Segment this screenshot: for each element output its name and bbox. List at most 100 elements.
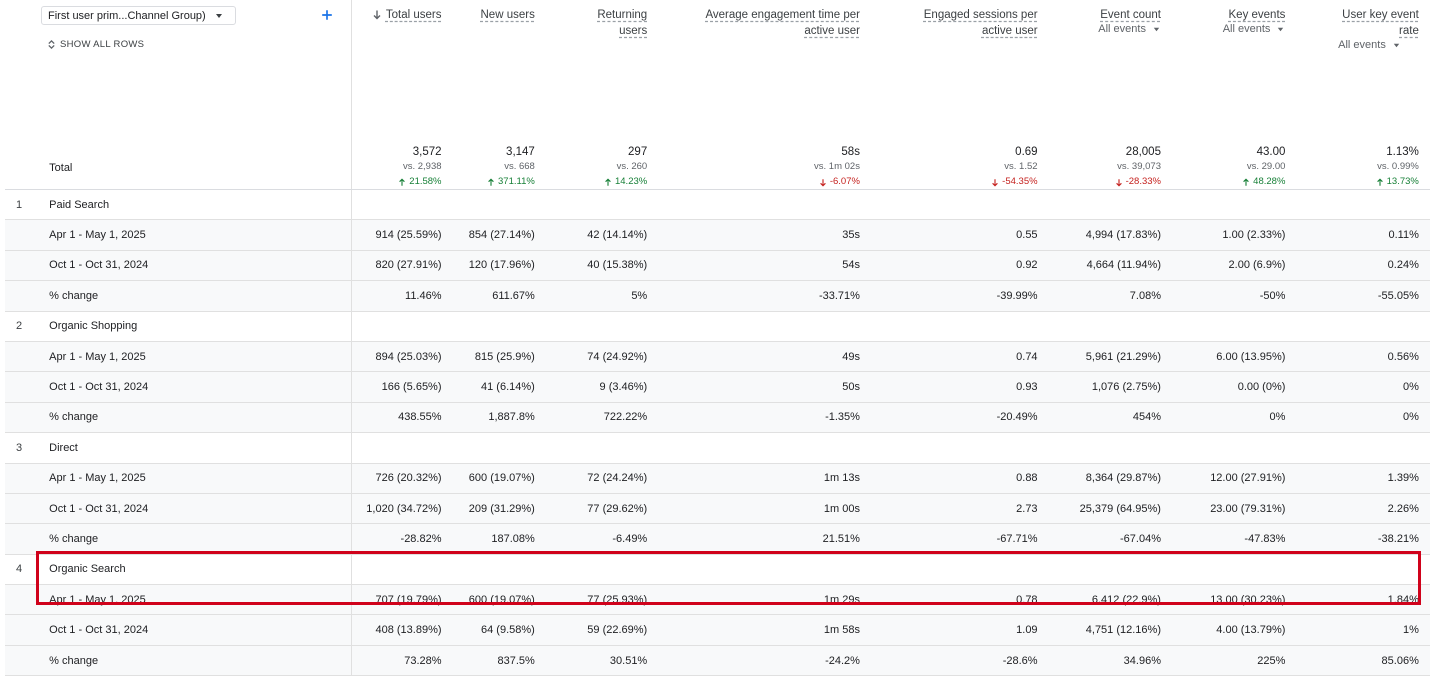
show-all-rows[interactable]: SHOW ALL ROWS: [47, 39, 144, 50]
total-label-cell: Total: [45, 70, 352, 190]
metric-cell: 13.00 (30.23%): [1160, 584, 1286, 616]
metric-cell: 0.88: [859, 463, 1038, 494]
total-row: Total 3,572 vs. 2,938 21.58% 3,147 vs. 668 371…: [5, 70, 1430, 190]
metric-cell: 815 (25.9%): [441, 341, 535, 373]
arrow-down-icon: [1115, 178, 1122, 186]
metric-cell: 0.93: [859, 371, 1038, 403]
column-header[interactable]: Average engagement time per active user: [647, 0, 860, 70]
empty-cell: [1160, 554, 1286, 586]
row-label: % change: [45, 645, 352, 676]
metric-cell: -67.71%: [859, 523, 1038, 555]
metric-cell: 77 (25.93%): [534, 584, 648, 616]
metric-cell: 74 (24.92%): [534, 341, 648, 373]
index-cell: [5, 523, 46, 555]
column-title-wrap: New users: [442, 0, 535, 23]
metric-cell: 600 (19.07%): [441, 463, 535, 494]
row-label: Oct 1 - Oct 31, 2024: [45, 614, 352, 646]
total-value: 3,572: [412, 146, 442, 158]
row-label: Apr 1 - May 1, 2025: [45, 584, 352, 616]
metric-cell: 1m 58s: [647, 614, 860, 646]
metric-cell: 7.08%: [1037, 280, 1161, 312]
total-change-value: 14.23%: [614, 176, 648, 187]
column-header[interactable]: Engaged sessions per active user: [860, 0, 1038, 70]
metric-cell: 1.00 (2.33%): [1160, 219, 1286, 251]
column-title-wrap: User key event rate: [1285, 0, 1419, 39]
column-header[interactable]: Returning users: [535, 0, 647, 70]
empty-cell: [859, 311, 1038, 342]
pad: [1418, 189, 1430, 221]
column-header[interactable]: New users: [442, 0, 535, 70]
column-title-wrap: Average engagement time per active user: [647, 0, 860, 39]
row-label: % change: [45, 280, 352, 312]
dimension-selector[interactable]: First user prim...Channel Group): [41, 6, 236, 25]
metric-cell: 209 (31.29%): [441, 493, 535, 525]
data-row: Oct 1 - Oct 31, 2024 408 (13.89%) 64 (9.58…: [5, 614, 1430, 646]
column-filter[interactable]: All events: [1038, 23, 1161, 35]
metric-cell: 0.92: [859, 250, 1038, 282]
metric-cell: 820 (27.91%): [351, 250, 442, 282]
total-change: 371.11%: [442, 175, 535, 189]
metric-cell: 726 (20.32%): [351, 463, 442, 494]
column-header[interactable]: Total users: [351, 0, 442, 70]
column-header[interactable]: Event count All events: [1038, 0, 1161, 70]
total-change: 21.58%: [352, 175, 442, 189]
column-header[interactable]: User key event rate All events: [1285, 0, 1419, 70]
filter-label: All events: [1338, 39, 1386, 51]
empty-cell: [1037, 554, 1161, 586]
column-header[interactable]: Key events All events: [1161, 0, 1286, 70]
empty-cell: [859, 432, 1038, 464]
metric-cell: 0.74: [859, 341, 1038, 373]
empty-cell: [441, 189, 535, 221]
add-icon[interactable]: [321, 9, 333, 21]
group-name: Direct: [45, 432, 352, 464]
metric-cell: 707 (19.79%): [351, 584, 442, 616]
empty-cell: [534, 554, 648, 586]
column-title: Event count: [1100, 9, 1161, 21]
metric-cell: 49s: [647, 341, 860, 373]
data-row: Apr 1 - May 1, 2025 914 (25.59%) 854 (27.1…: [5, 219, 1430, 251]
metric-cell: 85.06%: [1285, 645, 1419, 676]
group-name: Organic Search: [45, 554, 352, 586]
arrow-up-icon: [605, 178, 611, 186]
metric-cell: 9 (3.46%): [534, 371, 648, 403]
metric-cell: -28.6%: [859, 645, 1038, 676]
total-change: 14.23%: [535, 175, 647, 189]
sort-icon: [373, 10, 381, 20]
total-change-value: -28.33%: [1125, 176, 1161, 187]
total-compare: vs. 2,938: [402, 161, 442, 172]
metric-cell: 8,364 (29.87%): [1037, 463, 1161, 494]
total-change-value: -6.07%: [829, 176, 860, 187]
column-title-wrap: Event count: [1038, 0, 1161, 23]
metric-cell: 0.78: [859, 584, 1038, 616]
row-label: Apr 1 - May 1, 2025: [45, 463, 352, 494]
index-cell: [5, 280, 46, 312]
column-title: Returning users: [597, 9, 648, 37]
index-cell: [5, 341, 46, 373]
total-change: -54.35%: [860, 175, 1038, 189]
column-title-wrap: Returning users: [535, 0, 647, 39]
pad: [1418, 645, 1430, 676]
metric-cell: 1,076 (2.75%): [1037, 371, 1161, 403]
metric-cell: 6,412 (22.9%): [1037, 584, 1161, 616]
empty-cell: [441, 554, 535, 586]
pad: [1418, 584, 1430, 616]
total-compare: vs. 668: [504, 161, 535, 172]
metric-cell: 611.67%: [441, 280, 535, 312]
data-row: % change 438.55% 1,887.8% 722.22% -1.35% -20.…: [5, 402, 1430, 434]
metric-cell: 42 (14.14%): [534, 219, 648, 251]
metric-cell: 0.56%: [1285, 341, 1419, 373]
metric-cell: 0.24%: [1285, 250, 1419, 282]
column-filter[interactable]: All events: [1161, 23, 1285, 35]
metric-cell: 1m 29s: [647, 584, 860, 616]
data-row: Oct 1 - Oct 31, 2024 820 (27.91%) 120 (17.…: [5, 250, 1430, 282]
metric-cell: 54s: [647, 250, 860, 282]
metric-cell: -67.04%: [1037, 523, 1161, 555]
pad: [1418, 402, 1430, 434]
column-filter[interactable]: All events: [1285, 39, 1400, 51]
metric-cell: 0%: [1285, 371, 1419, 403]
pad: [1418, 523, 1430, 555]
metric-cell: 34.96%: [1037, 645, 1161, 676]
index-cell: [5, 645, 46, 676]
row-label: Oct 1 - Oct 31, 2024: [45, 250, 352, 282]
group-name: Organic Shopping: [45, 311, 352, 342]
